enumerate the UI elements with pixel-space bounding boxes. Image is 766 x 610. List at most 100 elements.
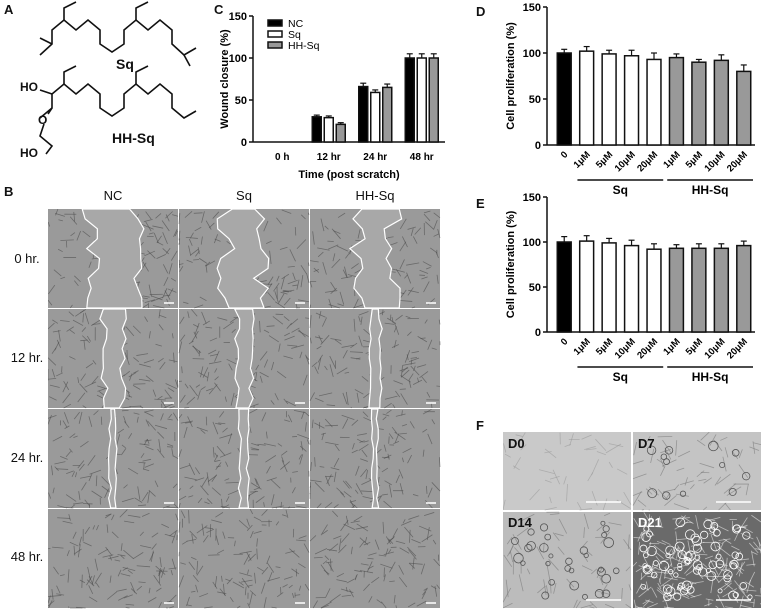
- cell-texture: [145, 221, 152, 232]
- cell-texture: [123, 549, 134, 559]
- cell-texture: [333, 504, 339, 509]
- cell-texture: [363, 417, 373, 422]
- cell-texture: [342, 480, 350, 489]
- cell-texture: [704, 603, 712, 607]
- cell-texture: [266, 465, 271, 474]
- cell-texture: [144, 316, 148, 322]
- cell-texture: [159, 314, 167, 319]
- cell-texture: [273, 282, 280, 292]
- cell-texture: [72, 502, 84, 505]
- cell-texture: [97, 388, 106, 392]
- cell-texture: [160, 413, 164, 421]
- cell-texture: [354, 575, 357, 581]
- cell-texture: [214, 350, 220, 362]
- cell-texture: [745, 484, 749, 496]
- cell-texture: [60, 455, 68, 460]
- cell-texture: [270, 400, 275, 405]
- cell-texture: [162, 264, 169, 274]
- lipid-droplet: [673, 572, 679, 578]
- cell-texture: [125, 326, 135, 337]
- cell-texture: [310, 462, 312, 471]
- cell-texture: [553, 582, 557, 594]
- cell-texture: [124, 421, 130, 428]
- cell-texture: [344, 266, 348, 278]
- cell-texture: [333, 471, 337, 483]
- cell-texture: [97, 548, 109, 556]
- cell-texture: [203, 534, 209, 543]
- cell-texture: [696, 470, 705, 478]
- cell-texture: [246, 552, 252, 561]
- cell-texture: [651, 587, 658, 598]
- bar: [556, 241, 572, 333]
- cell-texture: [239, 572, 252, 577]
- cell-texture: [544, 506, 557, 511]
- cell-texture: [353, 298, 359, 309]
- cell-texture: [384, 395, 398, 400]
- cell-texture: [94, 558, 99, 571]
- lipid-droplet: [598, 566, 605, 573]
- cell-texture: [407, 602, 416, 608]
- cell-texture: [186, 538, 197, 542]
- cell-texture: [263, 597, 267, 609]
- cell-texture: [263, 220, 269, 232]
- cell-texture: [664, 566, 667, 579]
- lipid-droplet: [539, 543, 549, 553]
- cell-texture: [398, 565, 404, 575]
- cell-texture: [386, 409, 392, 414]
- cell-texture: [652, 525, 664, 528]
- lipid-droplet: [646, 545, 657, 557]
- cell-texture: [166, 506, 179, 509]
- cell-texture: [388, 436, 390, 444]
- cell-texture: [438, 457, 441, 468]
- cell-texture: [309, 304, 312, 309]
- y-axis-label: Cell proliferation (%): [505, 22, 517, 130]
- lipid-droplet: [680, 587, 689, 596]
- cell-texture: [138, 581, 146, 584]
- cell-texture: [684, 560, 697, 574]
- cell-texture: [430, 247, 437, 253]
- cell-texture: [386, 317, 397, 324]
- legend-swatch: [267, 19, 283, 27]
- cell-texture: [329, 355, 336, 368]
- lipid-droplet: [706, 571, 717, 581]
- lipid-droplet: [692, 543, 702, 553]
- cell-texture: [645, 488, 653, 495]
- cell-texture: [309, 337, 312, 344]
- cell-texture: [581, 565, 593, 571]
- lipid-droplet: [677, 562, 683, 568]
- cell-texture: [350, 357, 361, 360]
- cell-texture: [632, 473, 647, 480]
- cell-texture: [658, 578, 661, 585]
- cell-texture: [178, 449, 182, 457]
- cell-texture: [101, 476, 111, 486]
- cell-texture: [608, 443, 624, 447]
- cell-texture: [339, 291, 345, 305]
- lipid-droplet: [565, 557, 573, 566]
- cell-texture: [536, 546, 545, 560]
- row-label-48hr: 48 hr.: [10, 549, 44, 564]
- cell-texture: [316, 345, 322, 350]
- cell-texture: [136, 353, 149, 356]
- cell-texture: [215, 512, 224, 518]
- lipid-droplet: [685, 529, 696, 540]
- cell-texture: [381, 467, 389, 473]
- cell-texture: [625, 603, 632, 609]
- cell-texture: [122, 566, 136, 572]
- wound-gap: [216, 209, 270, 309]
- cell-texture: [411, 539, 421, 544]
- cell-texture: [194, 477, 205, 482]
- cell-texture: [284, 335, 295, 341]
- cell-texture: [516, 527, 529, 537]
- cell-texture: [247, 584, 253, 587]
- cell-texture: [734, 580, 746, 594]
- cell-texture: [283, 316, 290, 322]
- cell-texture: [512, 465, 520, 471]
- wound-gap: [368, 308, 383, 409]
- lipid-droplet: [524, 544, 533, 553]
- cell-texture: [267, 571, 273, 582]
- cell-texture: [155, 343, 162, 347]
- cell-texture: [668, 583, 674, 595]
- panel-label-f: F: [476, 418, 484, 433]
- cell-texture: [407, 454, 412, 464]
- cell-texture: [416, 600, 427, 607]
